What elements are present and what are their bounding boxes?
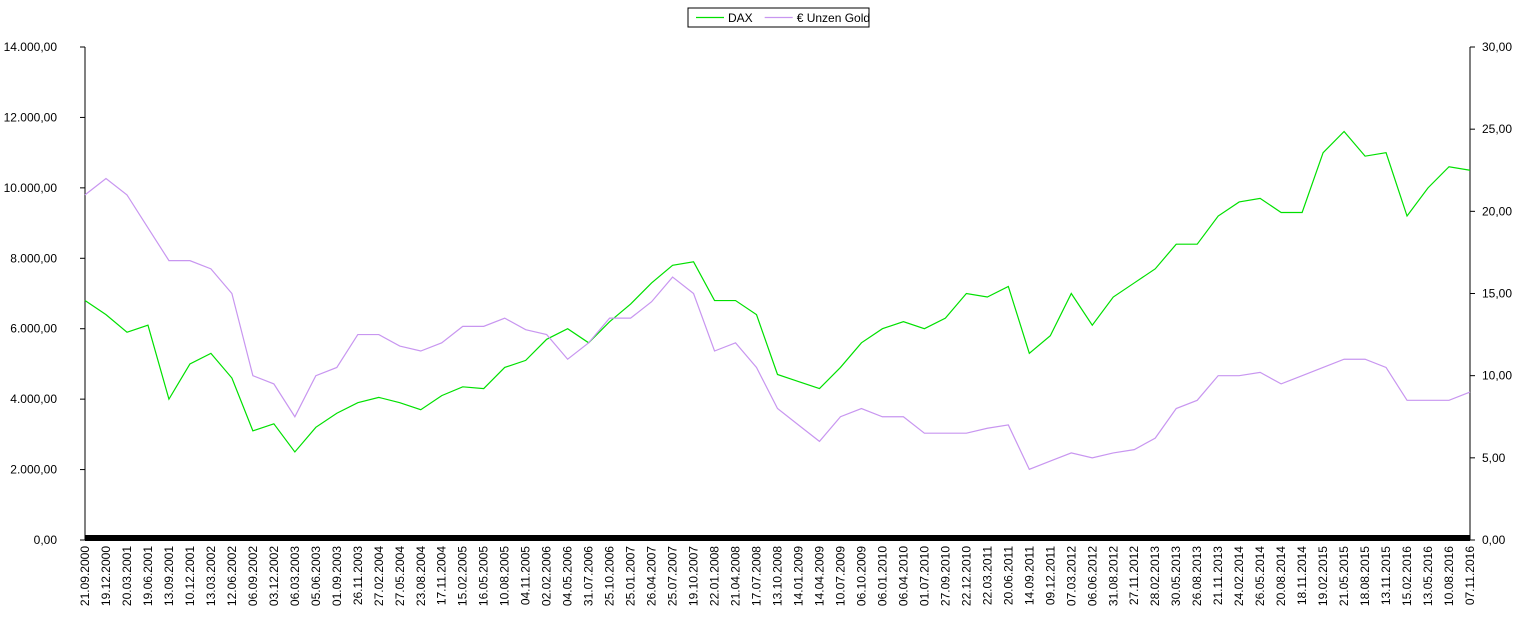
y-tick-label: 14.000,00 (4, 40, 58, 54)
legend-label: DAX (728, 11, 753, 25)
x-tick-label: 13.10.2008 (771, 546, 785, 606)
x-tick-label: 13.05.2016 (1421, 546, 1435, 606)
x-tick-label: 27.11.2012 (1127, 546, 1141, 605)
x-tick-label: 21.04.2008 (729, 546, 743, 606)
x-tick-label: 16.05.2005 (477, 546, 491, 606)
x-tick-label: 15.02.2005 (456, 546, 470, 606)
x-tick-label: 06.03.2003 (288, 546, 302, 606)
x-tick-label: 27.02.2004 (372, 546, 386, 606)
x-tick-label: 21.09.2000 (78, 546, 92, 606)
y2-tick-label: 10,00 (1482, 369, 1512, 383)
y2-tick-label: 30,00 (1482, 40, 1512, 54)
x-tick-label: 21.11.2013 (1211, 546, 1225, 605)
x-tick-label: 12.06.2002 (225, 546, 239, 606)
x-tick-label: 01.07.2010 (917, 546, 931, 606)
x-tick-label: 20.03.2001 (120, 546, 134, 606)
x-tick-label: 19.12.2000 (99, 546, 113, 606)
x-tick-label: 19.02.2015 (1316, 546, 1330, 606)
legend-label: € Unzen Gold (797, 11, 870, 25)
y2-tick-label: 0,00 (1482, 533, 1506, 547)
y2-tick-label: 5,00 (1482, 451, 1506, 465)
x-tick-label: 26.05.2014 (1253, 546, 1267, 606)
y-tick-label: 8.000,00 (10, 251, 57, 265)
x-tick-label: 14.09.2011 (1022, 546, 1036, 605)
x-tick-label: 17.11.2004 (435, 546, 449, 605)
x-tick-label: 23.08.2004 (414, 546, 428, 606)
x-tick-label: 06.04.2010 (896, 546, 910, 606)
x-tick-label: 02.02.2006 (540, 546, 554, 606)
y-tick-label: 0,00 (34, 533, 58, 547)
x-tick-label: 06.06.2012 (1085, 546, 1099, 606)
y-tick-label: 12.000,00 (4, 110, 58, 124)
x-tick-label: 07.03.2012 (1064, 546, 1078, 606)
x-tick-label: 04.11.2005 (519, 546, 533, 605)
x-tick-label: 09.12.2011 (1043, 546, 1057, 605)
y-tick-label: 6.000,00 (10, 322, 57, 336)
y2-tick-label: 15,00 (1482, 287, 1512, 301)
series-line (84, 130, 1471, 453)
x-tick-label: 26.04.2007 (645, 546, 659, 606)
x-tick-label: 04.05.2006 (561, 546, 575, 606)
x-tick-label: 03.12.2002 (267, 546, 281, 606)
x-tick-label: 15.02.2016 (1400, 546, 1414, 606)
x-tick-label: 10.12.2001 (183, 546, 197, 606)
x-tick-label: 10.08.2016 (1442, 546, 1456, 606)
x-tick-label: 17.07.2008 (750, 546, 764, 606)
x-tick-label: 10.08.2005 (498, 546, 512, 606)
x-tick-label: 13.09.2001 (162, 546, 176, 606)
x-tick-label: 26.11.2003 (351, 546, 365, 605)
y-tick-label: 4.000,00 (10, 392, 57, 406)
x-tick-label: 21.05.2015 (1337, 546, 1351, 606)
x-tick-label: 20.06.2011 (1001, 546, 1015, 605)
x-tick-label: 28.02.2013 (1148, 546, 1162, 606)
x-tick-label: 22.03.2011 (980, 546, 994, 605)
x-tick-label: 31.07.2006 (582, 546, 596, 606)
x-tick-label: 13.03.2002 (204, 546, 218, 606)
series-line (84, 177, 1471, 471)
x-tick-label: 31.08.2012 (1106, 546, 1120, 606)
x-tick-label: 07.11.2016 (1463, 546, 1477, 605)
x-tick-label: 27.05.2004 (393, 546, 407, 606)
y2-tick-label: 20,00 (1482, 204, 1512, 218)
x-tick-label: 27.09.2010 (938, 546, 952, 606)
x-tick-label: 20.08.2014 (1274, 546, 1288, 606)
x-tick-label: 26.08.2013 (1190, 546, 1204, 606)
x-tick-label: 10.07.2009 (833, 546, 847, 606)
x-tick-label: 25.07.2007 (666, 546, 680, 606)
x-tick-label: 19.06.2001 (141, 546, 155, 606)
x-tick-label: 01.09.2003 (330, 546, 344, 606)
x-tick-label: 25.10.2006 (603, 546, 617, 606)
x-tick-label: 18.11.2014 (1295, 546, 1309, 605)
x-tick-label: 13.11.2015 (1379, 546, 1393, 605)
x-tick-label: 18.08.2015 (1358, 546, 1372, 606)
x-tick-label: 24.02.2014 (1232, 546, 1246, 606)
y-tick-label: 10.000,00 (4, 181, 58, 195)
y-tick-label: 2.000,00 (10, 463, 57, 477)
x-tick-label: 22.12.2010 (959, 546, 973, 606)
x-tick-label: 25.01.2007 (624, 546, 638, 606)
x-tick-label: 14.04.2009 (812, 546, 826, 606)
x-tick-label: 30.05.2013 (1169, 546, 1183, 606)
x-tick-label: 05.06.2003 (309, 546, 323, 606)
x-tick-label: 19.10.2007 (687, 546, 701, 606)
x-axis (85, 535, 1470, 541)
x-tick-label: 14.01.2009 (791, 546, 805, 606)
x-tick-label: 06.09.2002 (246, 546, 260, 606)
x-tick-label: 06.01.2010 (875, 546, 889, 606)
x-tick-label: 06.10.2009 (854, 546, 868, 606)
y2-tick-label: 25,00 (1482, 122, 1512, 136)
x-tick-label: 22.01.2008 (708, 546, 722, 606)
